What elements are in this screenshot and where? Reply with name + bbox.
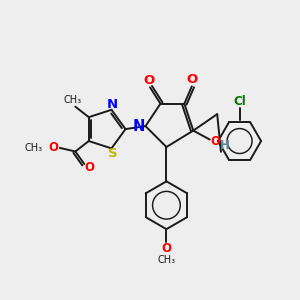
Text: O: O bbox=[48, 141, 58, 154]
Text: O: O bbox=[210, 135, 220, 148]
Text: O: O bbox=[143, 74, 154, 87]
Text: Cl: Cl bbox=[233, 94, 246, 107]
Text: N: N bbox=[133, 118, 145, 134]
Text: CH₃: CH₃ bbox=[64, 95, 82, 105]
Text: CH₃: CH₃ bbox=[24, 143, 43, 153]
Text: N: N bbox=[106, 98, 118, 111]
Text: O: O bbox=[187, 73, 198, 86]
Text: S: S bbox=[108, 147, 118, 160]
Text: H: H bbox=[220, 139, 230, 152]
Text: O: O bbox=[85, 160, 95, 173]
Text: O: O bbox=[161, 242, 171, 255]
Text: CH₃: CH₃ bbox=[158, 255, 175, 265]
